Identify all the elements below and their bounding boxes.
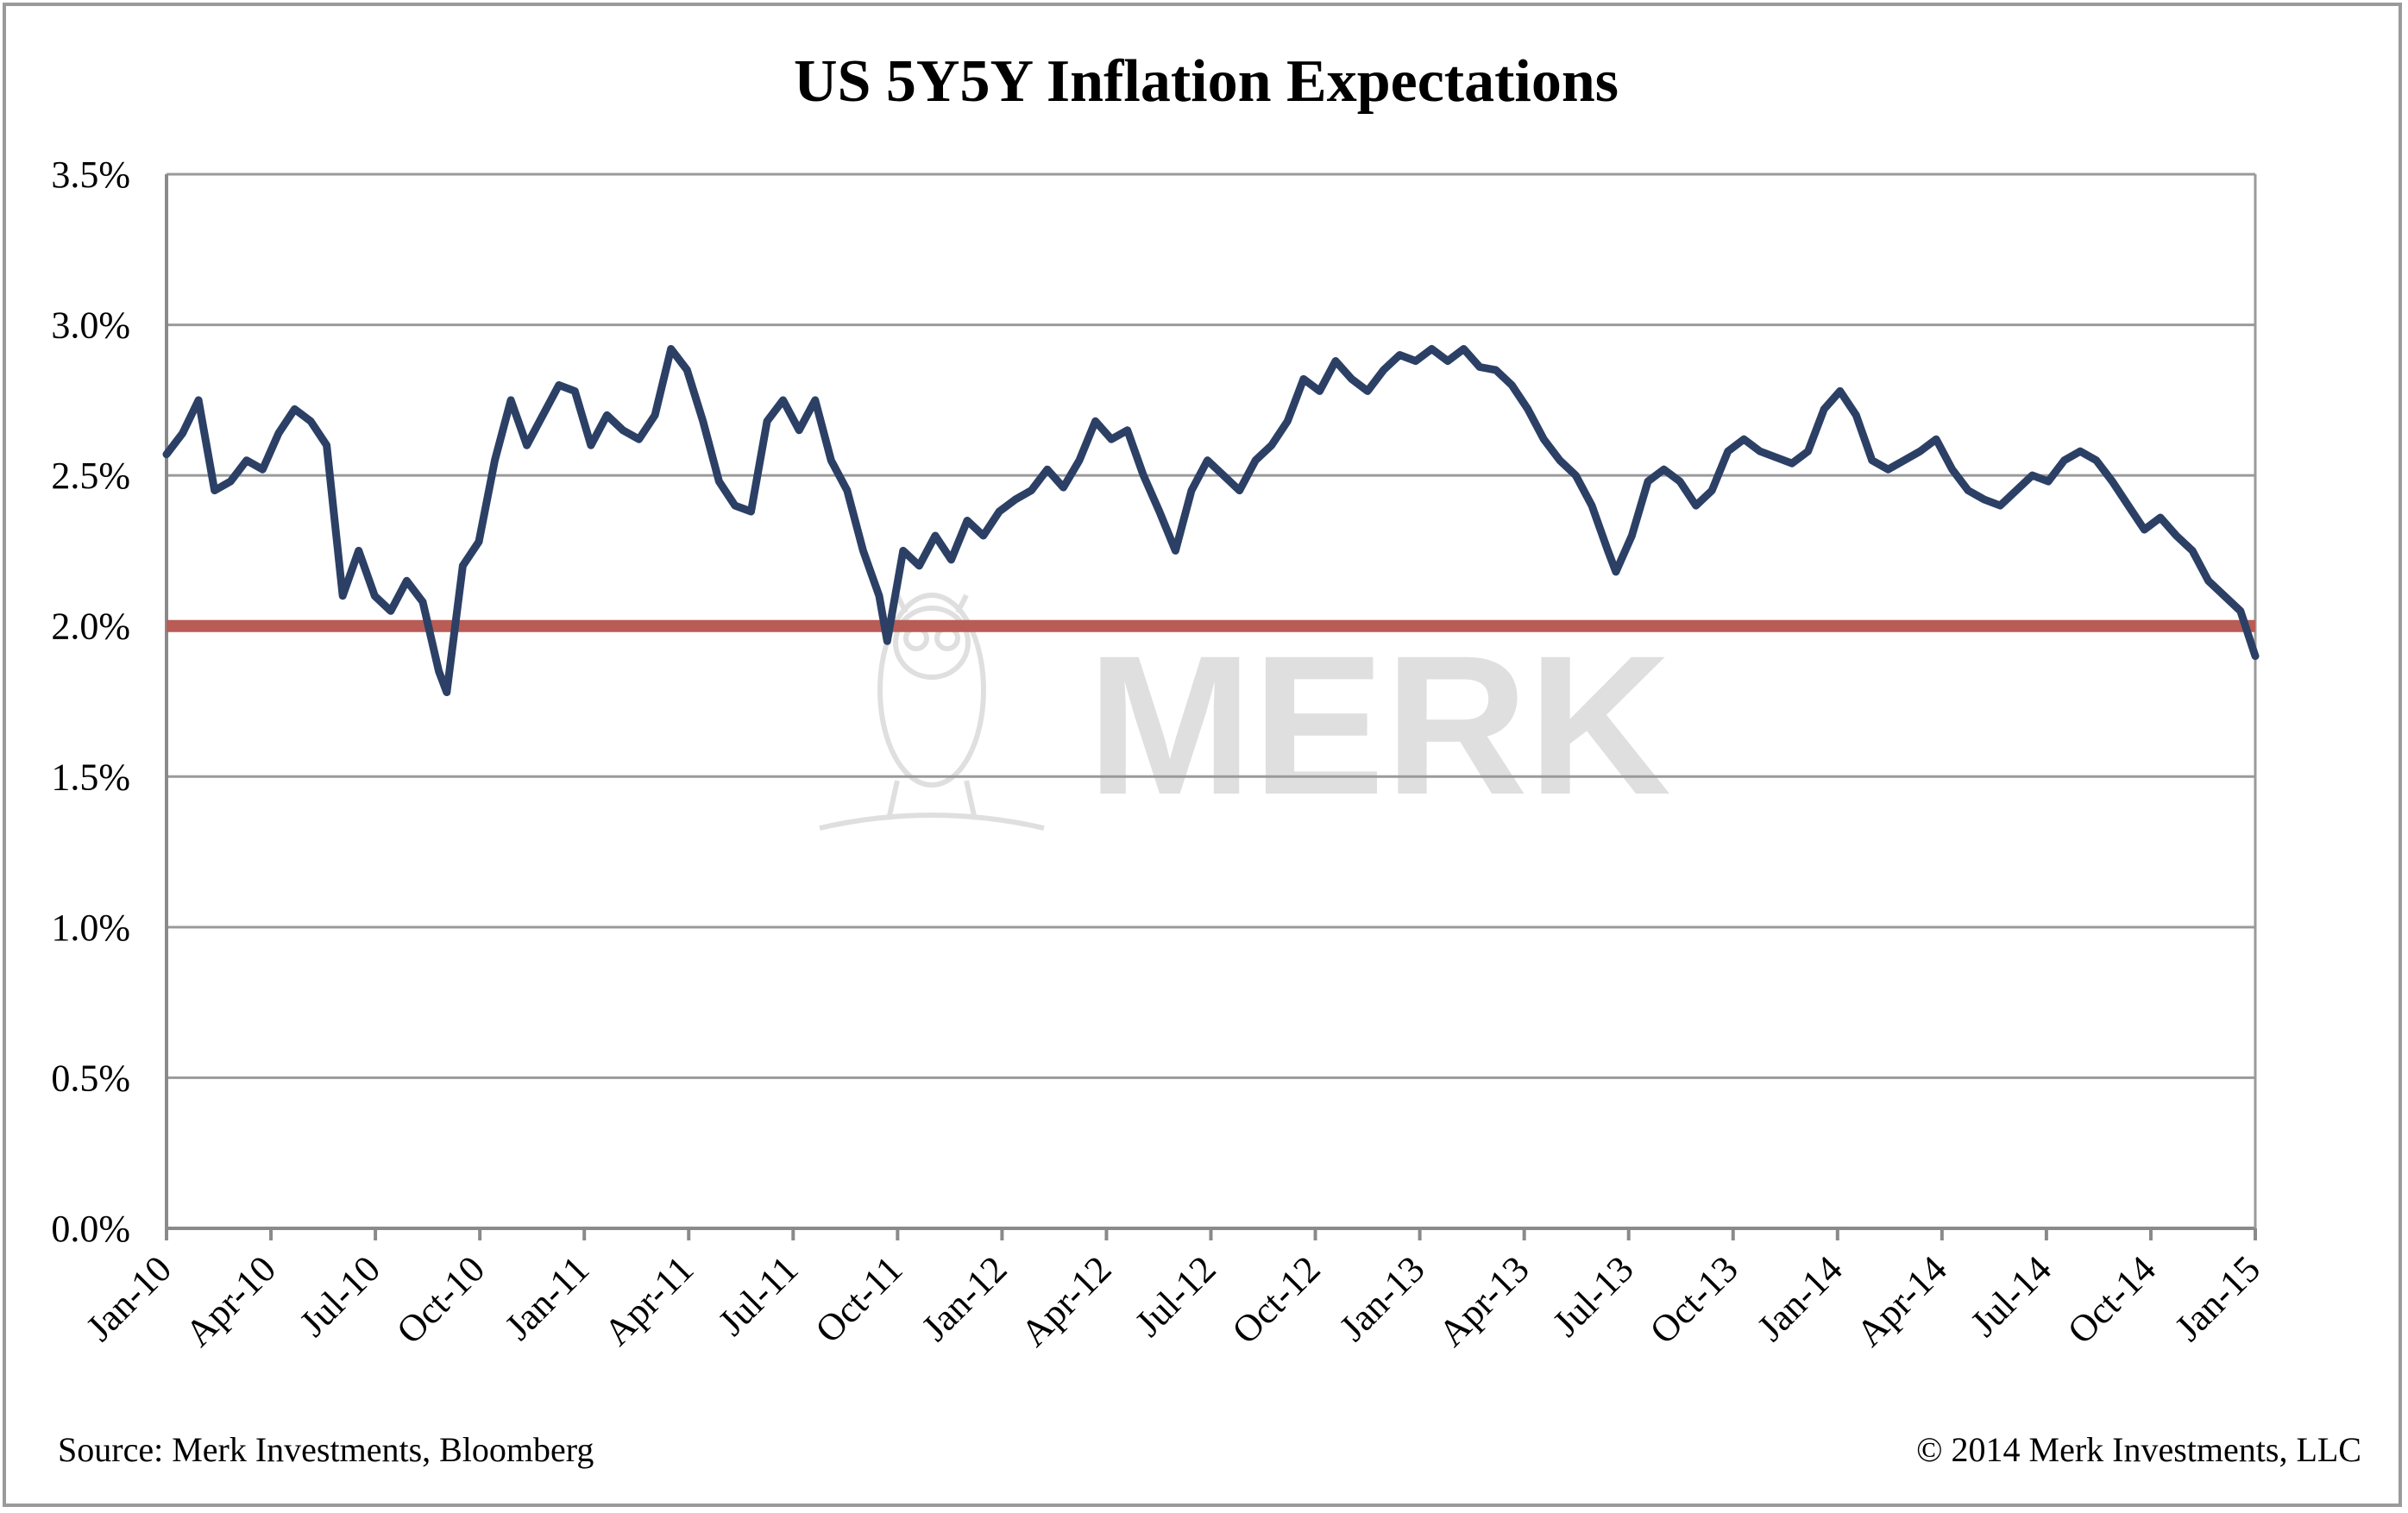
x-tick-label: Oct-11 [808, 1247, 911, 1351]
y-tick-label: 3.5% [51, 154, 130, 196]
x-tick-label: Jan-10 [78, 1247, 179, 1349]
x-tick-label: Oct-14 [2059, 1247, 2164, 1352]
x-tick-label: Jul-11 [710, 1247, 806, 1343]
x-tick-label: Jan-14 [1749, 1247, 1851, 1349]
y-tick-label: 1.5% [51, 756, 130, 798]
series-line [162, 345, 2260, 696]
axes [165, 174, 2257, 1240]
x-tick-label: Apr-12 [1013, 1247, 1120, 1354]
x-tick-label: Apr-13 [1430, 1247, 1537, 1354]
x-tick-label: Jan-11 [497, 1247, 597, 1347]
watermark-text: MERK [1087, 614, 1671, 836]
series-group [162, 345, 2260, 696]
x-tick-label: Oct-10 [388, 1247, 493, 1352]
x-tick-label: Jul-10 [292, 1247, 388, 1344]
footer-copyright: © 2014 Merk Investments, LLC [1916, 1430, 2361, 1469]
x-tick-label: Apr-11 [596, 1247, 702, 1353]
y-tick-label: 0.0% [51, 1208, 130, 1250]
merk-watermark: MERK [819, 593, 1671, 836]
x-tick-label: Jul-13 [1544, 1247, 1641, 1344]
x-tick-label: Oct-13 [1642, 1247, 1746, 1352]
x-tick-label: Oct-12 [1224, 1247, 1329, 1352]
x-tick-label: Jan-15 [2166, 1247, 2268, 1349]
owl-logo-icon [819, 593, 1045, 831]
y-tick-label: 0.5% [51, 1057, 130, 1099]
chart-title: US 5Y5Y Inflation Expectations [794, 48, 1619, 115]
footer-source: Source: Merk Investments, Bloomberg [58, 1430, 594, 1469]
x-tick-label: Jul-14 [1963, 1247, 2059, 1344]
y-tick-labels: 0.0% 0.5% 1.0% 1.5% 2.0% 2.5% 3.0% 3.5% [51, 154, 130, 1250]
x-tick-label: Apr-10 [177, 1247, 284, 1354]
y-tick-label: 2.5% [51, 455, 130, 497]
x-tick-label: Apr-14 [1848, 1247, 1955, 1354]
x-tick-label: Jan-13 [1331, 1247, 1433, 1349]
x-tick-label: Jul-12 [1127, 1247, 1223, 1344]
y-tick-label: 1.0% [51, 907, 130, 949]
chart-frame [3, 3, 2402, 1507]
x-tick-label: Jan-12 [914, 1247, 1015, 1349]
y-tick-label: 3.0% [51, 304, 130, 347]
y-tick-label: 2.0% [51, 606, 130, 648]
